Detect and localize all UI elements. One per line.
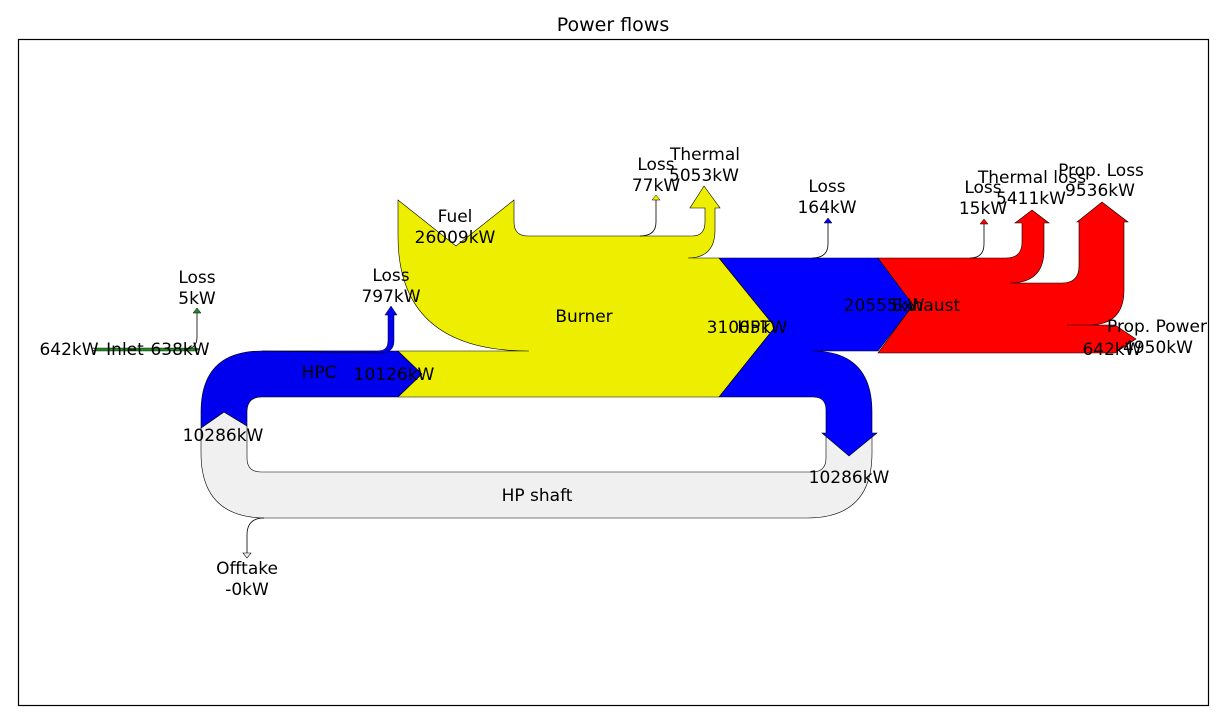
exhaust-prop-power-value: 4950kW (1123, 338, 1193, 358)
hpc-flow (200, 350, 423, 429)
hpt-loss-arrow (823, 217, 833, 224)
inlet-label: Inlet (106, 340, 144, 360)
hpc-label: HPC (302, 363, 337, 383)
offtake-arrow (242, 552, 252, 559)
exhaust-prop-power-label: Prop. Power (1107, 317, 1207, 337)
hpc-in-value: 10286kW (183, 426, 264, 446)
exhaust-label: Exhaust (892, 296, 961, 316)
burner-loss-arrow (651, 194, 661, 201)
hpt-out-value: 10286kW (809, 468, 890, 488)
hpt-flow (718, 257, 914, 457)
hpt-loss-flow (811, 223, 829, 259)
burner-thermal-label: Thermal (669, 145, 740, 165)
offtake-label: Offtake (216, 559, 278, 579)
inlet-loss-arrow (192, 307, 202, 314)
burner-loss-value: 77kW (632, 176, 680, 196)
exhaust-prop-loss-value: 9536kW (1065, 181, 1135, 201)
exhaust-loss-arrow (979, 218, 989, 225)
plot-frame (17, 38, 1210, 707)
hpt-loss-label: Loss (808, 177, 845, 197)
exhaust-loss-label: Loss (964, 178, 1001, 198)
shaft-flow (200, 411, 873, 519)
hpt-in-value: 31005kW (707, 318, 788, 338)
burner-flow (397, 185, 776, 398)
fuel-value: 26009kW (415, 228, 496, 248)
exhaust-flow (877, 201, 1137, 354)
inlet-loss-value: 5kW (178, 289, 216, 309)
inlet-loss-flow (184, 313, 198, 350)
inlet-loss-label: Loss (178, 268, 215, 288)
inlet-flow (91, 347, 201, 352)
shaft-label: HP shaft (502, 486, 573, 506)
offtake-value: -0kW (225, 580, 269, 600)
offtake-flow (246, 517, 265, 553)
exhaust-in-value: 20555kW (844, 296, 925, 316)
inlet-in-value: 642kW (39, 340, 98, 360)
chart-title: Power flows (556, 14, 670, 36)
hpt-label: HPT (737, 318, 771, 338)
fuel-label: Fuel (438, 207, 473, 227)
exhaust-thermal-value: 5411kW (996, 189, 1066, 209)
hpc-out-value: 10126kW (354, 365, 435, 385)
exhaust-thermal-label: Thermal loss (977, 168, 1086, 188)
burner-label: Burner (555, 307, 612, 327)
inlet-out-value: 638kW (150, 340, 209, 360)
burner-loss-label: Loss (637, 155, 674, 175)
exhaust-loss-flow (969, 224, 985, 259)
hpc-loss-flow (261, 305, 398, 354)
hpc-loss-value: 797kW (361, 287, 420, 307)
hpc-loss-label: Loss (372, 266, 409, 286)
burner-loss-flow (639, 200, 657, 237)
exhaust-ram-value: 642kW (1082, 340, 1141, 360)
exhaust-loss-value: 15kW (959, 199, 1007, 219)
burner-thermal-value: 5053kW (669, 166, 739, 186)
exhaust-prop-loss-label: Prop. Loss (1058, 161, 1144, 181)
hpt-loss-value: 164kW (797, 198, 856, 218)
